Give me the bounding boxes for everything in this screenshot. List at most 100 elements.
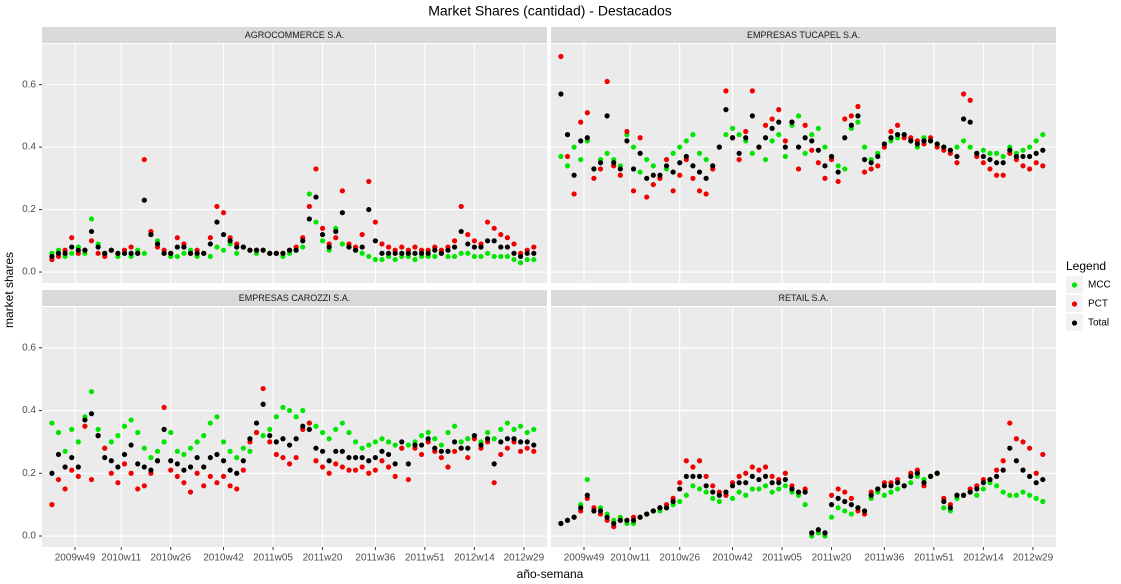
- point: [756, 144, 762, 150]
- point: [677, 172, 683, 178]
- point: [967, 144, 973, 150]
- point: [749, 464, 755, 470]
- point: [115, 433, 121, 439]
- point: [69, 454, 75, 461]
- legend-marker: [1071, 282, 1078, 288]
- point: [524, 429, 530, 436]
- point: [82, 423, 88, 429]
- strip-background: [42, 27, 547, 43]
- point: [690, 132, 696, 138]
- point: [762, 122, 769, 128]
- point: [306, 420, 312, 426]
- point: [835, 178, 841, 185]
- point: [624, 138, 630, 144]
- point: [881, 492, 887, 498]
- point: [637, 135, 643, 141]
- point: [161, 439, 167, 445]
- point: [683, 473, 689, 480]
- point: [848, 502, 854, 508]
- point: [135, 461, 141, 467]
- point: [848, 113, 854, 119]
- point: [604, 113, 610, 119]
- point: [458, 439, 464, 445]
- point: [888, 135, 894, 141]
- point: [1026, 445, 1033, 451]
- point: [405, 250, 411, 256]
- point: [280, 250, 286, 256]
- point: [776, 486, 782, 492]
- point: [319, 231, 326, 238]
- point: [319, 464, 326, 470]
- point: [194, 439, 200, 445]
- point: [95, 244, 101, 250]
- point: [88, 411, 95, 417]
- point: [372, 238, 378, 244]
- point: [141, 464, 147, 470]
- point: [333, 461, 339, 467]
- point: [451, 439, 458, 445]
- point: [683, 458, 689, 464]
- point: [822, 175, 828, 181]
- point: [366, 458, 372, 464]
- strip-title: AGROCOMMERCE S.A.: [245, 30, 345, 40]
- point: [174, 244, 180, 250]
- point: [762, 473, 769, 480]
- point: [471, 253, 477, 260]
- point: [49, 502, 55, 508]
- point: [88, 228, 95, 235]
- point: [842, 135, 848, 141]
- point: [214, 203, 220, 210]
- point: [736, 156, 742, 163]
- point: [1026, 492, 1033, 498]
- point: [597, 508, 604, 514]
- point: [677, 160, 683, 166]
- point: [313, 166, 319, 172]
- point: [207, 454, 213, 461]
- point: [987, 166, 993, 172]
- point: [471, 244, 477, 250]
- point: [108, 458, 114, 464]
- point: [578, 156, 584, 163]
- point: [471, 238, 477, 244]
- point: [141, 250, 147, 256]
- point: [809, 132, 815, 138]
- point: [108, 247, 114, 253]
- point: [914, 141, 920, 147]
- point: [88, 238, 95, 244]
- point: [1013, 436, 1019, 442]
- point: [974, 486, 980, 492]
- point: [352, 467, 359, 473]
- point: [187, 464, 194, 470]
- point: [286, 247, 293, 253]
- point: [201, 464, 207, 470]
- point: [842, 166, 848, 172]
- point: [710, 495, 716, 501]
- y-tick-label: 0.2: [22, 204, 36, 215]
- point: [795, 489, 802, 495]
- x-tick-label: 2010w26: [150, 553, 191, 564]
- point: [128, 470, 134, 476]
- point: [769, 116, 775, 122]
- point: [128, 244, 134, 250]
- point: [769, 125, 775, 131]
- point: [696, 458, 703, 464]
- point: [95, 433, 101, 439]
- point: [855, 103, 861, 110]
- point: [313, 423, 319, 429]
- point: [352, 454, 359, 461]
- point: [1000, 467, 1006, 473]
- point: [723, 107, 729, 113]
- point: [782, 138, 788, 144]
- point: [842, 489, 848, 495]
- point: [465, 454, 471, 461]
- point: [591, 175, 597, 181]
- point: [815, 147, 821, 153]
- point: [339, 188, 345, 194]
- point: [782, 476, 788, 483]
- point: [677, 486, 683, 492]
- chart-title: Market Shares (cantidad) - Destacados: [428, 3, 672, 19]
- point: [392, 442, 398, 448]
- point: [379, 241, 385, 247]
- point: [710, 483, 716, 489]
- point: [644, 156, 650, 163]
